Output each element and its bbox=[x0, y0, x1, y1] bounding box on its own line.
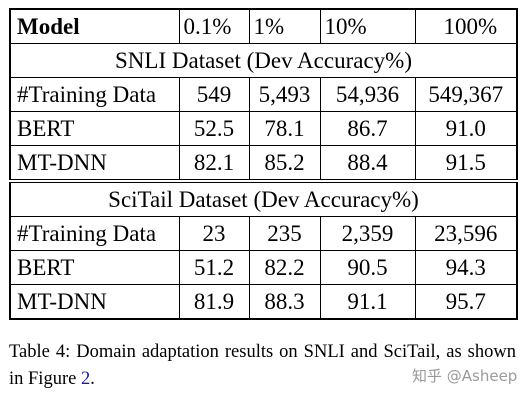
column-header: 100% bbox=[414, 8, 518, 44]
table-cell: 86.7 bbox=[319, 111, 415, 146]
table-cell: 235 bbox=[248, 216, 320, 251]
row-label: #Training Data bbox=[9, 216, 179, 251]
row-label: MT-DNN bbox=[9, 284, 179, 320]
table-cell: 23,596 bbox=[414, 216, 518, 251]
table-cell: 90.5 bbox=[319, 250, 415, 285]
table-cell: 94.3 bbox=[414, 250, 518, 285]
caption-text: Table 4: Domain adaptation results on SN… bbox=[9, 342, 516, 389]
table-cell: 78.1 bbox=[248, 111, 320, 146]
table-cell: 51.2 bbox=[178, 250, 249, 285]
table-cell: 91.5 bbox=[414, 145, 518, 181]
table-cell: 81.9 bbox=[178, 284, 249, 320]
caption-end: . bbox=[90, 369, 95, 389]
table-cell: 85.2 bbox=[248, 145, 320, 181]
table-row: MT-DNN 81.9 88.3 91.1 95.7 bbox=[9, 284, 518, 320]
watermark: 知乎 @Asheep bbox=[412, 367, 518, 385]
column-header: 0.1% bbox=[178, 8, 249, 44]
table-cell: 82.2 bbox=[248, 250, 320, 285]
table-cell: 2,359 bbox=[319, 216, 415, 251]
table-header-row: Model 0.1% 1% 10% 100% bbox=[9, 8, 518, 44]
table-cell: 54,936 bbox=[319, 77, 415, 112]
table-row: BERT 52.5 78.1 86.7 91.0 bbox=[9, 111, 518, 146]
figure-reference-link[interactable]: 2 bbox=[80, 369, 91, 389]
row-label: #Training Data bbox=[9, 77, 179, 112]
table-cell: 5,493 bbox=[248, 77, 320, 112]
section-title-row: SciTail Dataset (Dev Accuracy%) bbox=[9, 179, 518, 217]
table-row: #Training Data 549 5,493 54,936 549,367 bbox=[9, 77, 518, 112]
section-title: SciTail Dataset (Dev Accuracy%) bbox=[9, 179, 518, 217]
table-cell: 23 bbox=[178, 216, 249, 251]
results-table: Model 0.1% 1% 10% 100% SNLI Dataset (Dev… bbox=[9, 8, 518, 320]
column-header: 10% bbox=[319, 8, 415, 44]
table-cell: 549,367 bbox=[414, 77, 518, 112]
table-caption: Table 4: Domain adaptation results on SN… bbox=[9, 339, 516, 393]
row-label: BERT bbox=[9, 250, 179, 285]
table-cell: 91.1 bbox=[319, 284, 415, 320]
table-cell: 88.3 bbox=[248, 284, 320, 320]
model-column-header: Model bbox=[9, 8, 179, 44]
table-cell: 52.5 bbox=[178, 111, 249, 146]
row-label: BERT bbox=[9, 111, 179, 146]
table-cell: 82.1 bbox=[178, 145, 249, 181]
section-title-row: SNLI Dataset (Dev Accuracy%) bbox=[9, 43, 518, 78]
table-row: MT-DNN 82.1 85.2 88.4 91.5 bbox=[9, 145, 518, 181]
section-title: SNLI Dataset (Dev Accuracy%) bbox=[9, 43, 518, 78]
column-header: 1% bbox=[248, 8, 320, 44]
table-row: #Training Data 23 235 2,359 23,596 bbox=[9, 216, 518, 251]
row-label: MT-DNN bbox=[9, 145, 179, 181]
table-cell: 91.0 bbox=[414, 111, 518, 146]
table-cell: 88.4 bbox=[319, 145, 415, 181]
table-cell: 95.7 bbox=[414, 284, 518, 320]
table-row: BERT 51.2 82.2 90.5 94.3 bbox=[9, 250, 518, 285]
table-cell: 549 bbox=[178, 77, 249, 112]
